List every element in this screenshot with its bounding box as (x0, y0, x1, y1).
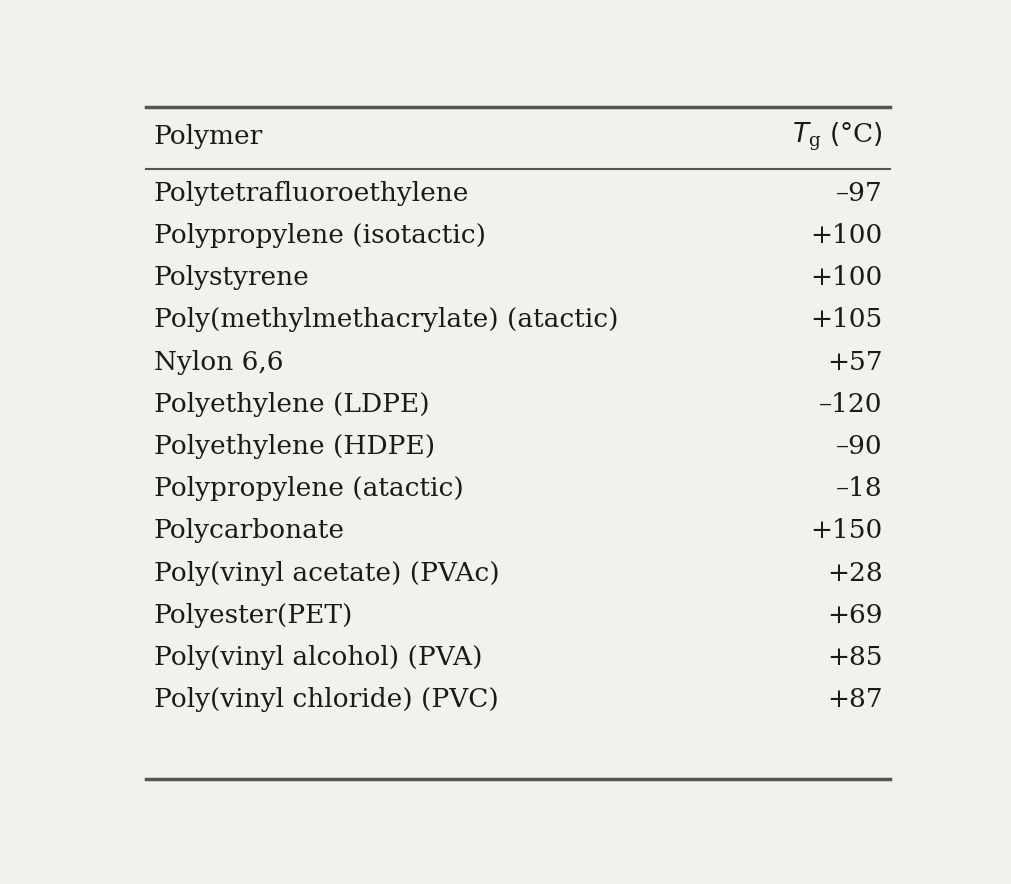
Text: –97: –97 (836, 180, 883, 206)
Text: +57: +57 (827, 349, 883, 375)
Text: Polymer: Polymer (154, 125, 263, 149)
Text: Polypropylene (isotactic): Polypropylene (isotactic) (154, 223, 486, 248)
Text: Polytetrafluoroethylene: Polytetrafluoroethylene (154, 180, 469, 206)
Text: $\mathit{T}_{\mathregular{g}}\ (°\mathregular{C})$: $\mathit{T}_{\mathregular{g}}\ (°\mathre… (792, 120, 883, 153)
Text: –120: –120 (819, 392, 883, 416)
Text: Polyethylene (HDPE): Polyethylene (HDPE) (154, 434, 435, 459)
Text: –90: –90 (836, 434, 883, 459)
Text: +100: +100 (810, 223, 883, 248)
Text: Polypropylene (atactic): Polypropylene (atactic) (154, 476, 464, 501)
Text: +100: +100 (810, 265, 883, 290)
Text: +69: +69 (827, 603, 883, 628)
Text: –18: –18 (836, 476, 883, 501)
Text: +87: +87 (827, 687, 883, 713)
Text: Poly(vinyl chloride) (PVC): Poly(vinyl chloride) (PVC) (154, 687, 498, 713)
Text: +85: +85 (827, 645, 883, 670)
Text: Poly(vinyl alcohol) (PVA): Poly(vinyl alcohol) (PVA) (154, 645, 482, 670)
Text: Polycarbonate: Polycarbonate (154, 518, 345, 544)
Text: Poly(methylmethacrylate) (atactic): Poly(methylmethacrylate) (atactic) (154, 308, 619, 332)
Text: Polyethylene (LDPE): Polyethylene (LDPE) (154, 392, 430, 416)
Text: +150: +150 (810, 518, 883, 544)
Text: Poly(vinyl acetate) (PVAc): Poly(vinyl acetate) (PVAc) (154, 560, 499, 585)
Text: Polyester(PET): Polyester(PET) (154, 603, 353, 628)
Text: +105: +105 (810, 308, 883, 332)
Text: Polystyrene: Polystyrene (154, 265, 309, 290)
Text: Nylon 6,6: Nylon 6,6 (154, 349, 283, 375)
Text: +28: +28 (827, 560, 883, 585)
